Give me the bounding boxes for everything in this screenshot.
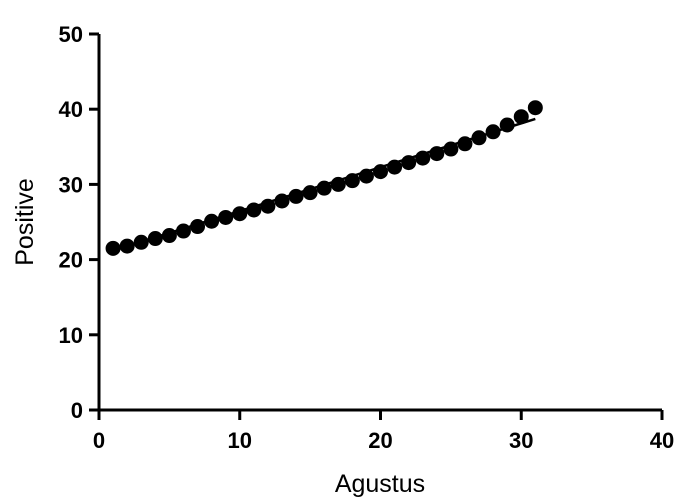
data-point (190, 219, 206, 235)
data-point (204, 213, 220, 229)
data-point (161, 228, 177, 244)
x-tick-label: 20 (368, 428, 392, 453)
data-point (330, 176, 346, 192)
y-axis: 0 10 20 30 40 50 (59, 22, 101, 423)
data-point (443, 141, 459, 157)
data-point (316, 180, 332, 196)
data-point (260, 198, 276, 214)
x-axis-title: Agustus (335, 470, 425, 498)
y-tick-label: 50 (59, 22, 83, 47)
plot-area (105, 100, 543, 256)
data-point (147, 231, 163, 247)
y-axis-title: Positive (11, 178, 39, 266)
data-point (344, 173, 360, 189)
data-point (246, 202, 262, 218)
x-tick-label: 10 (228, 428, 252, 453)
x-tick-label: 0 (93, 428, 105, 453)
y-tick-label: 20 (59, 248, 83, 273)
data-point (274, 193, 290, 209)
data-point (429, 146, 445, 162)
data-point (218, 209, 234, 225)
data-point (358, 168, 374, 184)
data-point (302, 185, 318, 201)
data-point (457, 136, 473, 152)
y-tick-label: 0 (71, 398, 83, 423)
data-point (105, 240, 121, 256)
data-point (288, 188, 304, 204)
data-point (373, 164, 388, 180)
x-tick-label: 40 (650, 428, 674, 453)
data-point (387, 159, 403, 175)
data-point (415, 150, 431, 166)
data-point (232, 206, 248, 222)
data-point (175, 223, 191, 239)
data-point (133, 234, 149, 250)
data-point (513, 109, 529, 125)
data-point (485, 124, 501, 140)
y-tick-label: 30 (59, 172, 83, 197)
data-point (119, 238, 135, 254)
x-axis: 0 10 20 30 40 (93, 408, 674, 453)
y-tick-label: 10 (59, 323, 83, 348)
x-tick-label: 30 (509, 428, 533, 453)
data-point (499, 117, 515, 133)
data-point (527, 100, 543, 116)
y-tick-label: 40 (59, 97, 83, 122)
data-point (401, 155, 417, 171)
data-point (471, 130, 487, 146)
